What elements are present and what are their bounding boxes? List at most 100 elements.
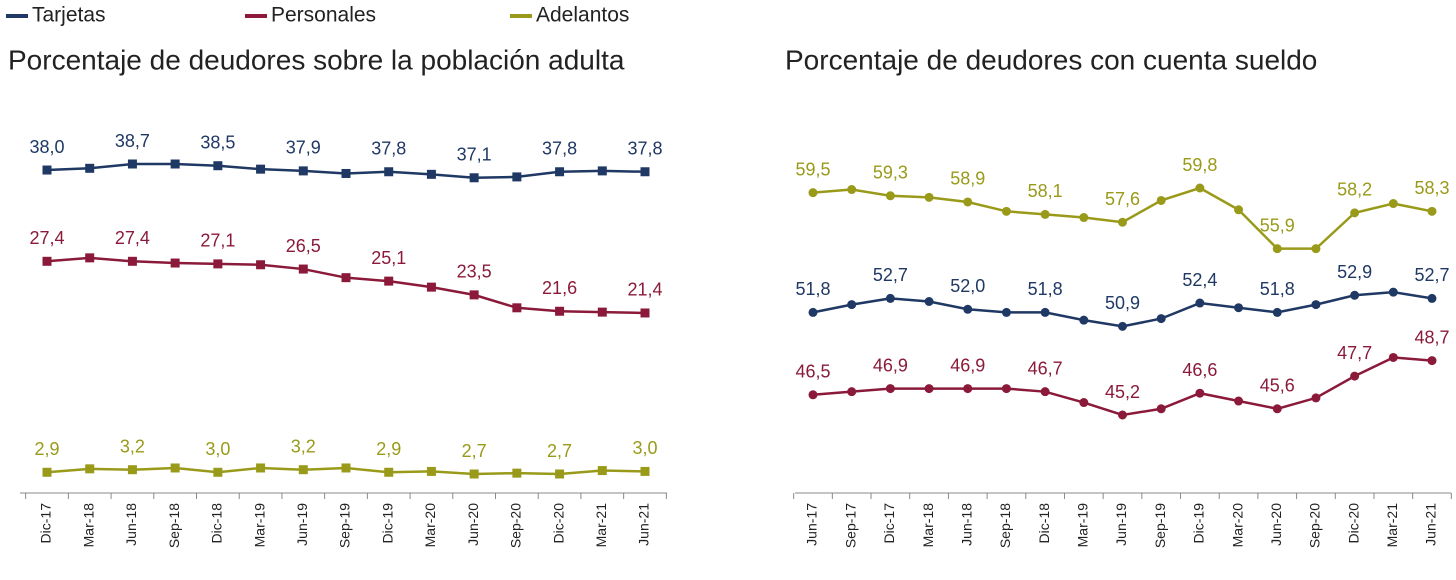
marker [1427, 206, 1437, 216]
marker [1118, 321, 1127, 331]
data-label: 46,7 [1028, 358, 1063, 378]
marker [1079, 315, 1089, 325]
marker [127, 465, 137, 475]
data-label: 46,9 [873, 355, 908, 375]
x-tick-label: Jun-17 [804, 503, 820, 546]
marker [808, 390, 818, 400]
data-label: 58,9 [950, 169, 985, 189]
marker [384, 276, 394, 286]
data-label: 37,9 [286, 138, 321, 158]
marker [1079, 213, 1089, 223]
x-tick-label: Dic-20 [1345, 503, 1361, 544]
x-tick-label: Sep-20 [508, 503, 524, 548]
data-label: 38,5 [200, 132, 235, 152]
x-tick-label: Mar-19 [1075, 503, 1091, 548]
x-tick-label: Dic-17 [881, 503, 897, 544]
data-label: 51,8 [1260, 279, 1295, 299]
marker [426, 282, 436, 292]
marker [170, 159, 180, 169]
marker [555, 167, 565, 177]
data-label: 38,0 [29, 137, 64, 157]
marker [213, 161, 223, 171]
marker [597, 166, 607, 176]
x-tick-label: Mar-18 [80, 503, 96, 548]
marker [1272, 307, 1282, 317]
x-tick-label: Dic-19 [1191, 503, 1207, 544]
data-label: 37,8 [627, 139, 662, 159]
data-label: 37,1 [457, 145, 492, 165]
marker [1272, 244, 1282, 254]
marker [1195, 388, 1205, 398]
data-label: 21,6 [542, 278, 577, 298]
marker [847, 300, 857, 310]
marker [885, 384, 895, 394]
legend-label: Tarjetas [32, 4, 106, 27]
x-tick-label: Jun-18 [958, 503, 974, 546]
marker [1427, 356, 1437, 366]
marker [1156, 314, 1166, 324]
marker [1118, 217, 1127, 227]
data-label: 2,9 [34, 439, 59, 459]
data-label: 27,4 [115, 228, 150, 248]
marker [963, 384, 973, 394]
marker [170, 463, 180, 473]
data-label: 27,1 [200, 231, 235, 251]
marker [1388, 352, 1398, 362]
marker [85, 163, 95, 173]
data-label: 26,5 [286, 236, 321, 256]
x-tick-label: Jun-19 [294, 503, 310, 546]
data-label: 52,7 [873, 265, 908, 285]
marker [256, 260, 266, 270]
data-label: 37,8 [542, 139, 577, 159]
marker [597, 307, 607, 317]
x-tick-label: Mar-20 [1229, 503, 1245, 548]
x-tick-label: Mar-21 [1384, 503, 1400, 548]
marker [1156, 195, 1166, 205]
marker [1350, 290, 1360, 300]
marker [1001, 206, 1011, 216]
x-tick-label: Sep-19 [1152, 503, 1168, 548]
marker [512, 303, 522, 313]
marker [1040, 209, 1050, 219]
marker [1388, 287, 1398, 297]
marker [1311, 244, 1321, 254]
marker [298, 465, 308, 475]
marker [640, 167, 650, 177]
data-label: 50,9 [1105, 293, 1140, 313]
marker [85, 253, 95, 263]
data-label: 2,7 [547, 441, 572, 461]
data-label: 59,8 [1182, 155, 1217, 175]
marker [1079, 398, 1089, 408]
marker [42, 467, 52, 477]
data-label: 48,7 [1414, 327, 1449, 347]
legend-label: Personales [271, 4, 376, 27]
x-tick-label: Mar-18 [920, 503, 936, 548]
marker [1311, 300, 1321, 310]
data-label: 2,9 [376, 439, 401, 459]
data-label: 59,3 [873, 163, 908, 183]
marker [298, 166, 308, 176]
x-tick-label: Dic-17 [38, 503, 54, 544]
marker [1350, 208, 1360, 218]
marker [213, 259, 223, 269]
marker [555, 469, 565, 479]
marker [384, 467, 394, 477]
data-label: 52,4 [1182, 270, 1217, 290]
x-tick-label: Mar-19 [251, 503, 267, 548]
data-label: 46,9 [950, 355, 985, 375]
data-label: 21,4 [627, 280, 662, 300]
data-label: 57,6 [1105, 189, 1140, 209]
marker [127, 256, 137, 266]
x-tick-label: Sep-17 [842, 503, 858, 548]
x-tick-label: Dic-19 [379, 503, 395, 544]
marker [1001, 384, 1011, 394]
x-tick-label: Sep-19 [337, 503, 353, 548]
marker [469, 469, 479, 479]
data-label: 3,0 [632, 438, 657, 458]
x-tick-label: Mar-21 [593, 503, 609, 548]
marker [256, 164, 266, 174]
data-label: 38,7 [115, 131, 150, 151]
x-tick-label: Sep-20 [1307, 503, 1323, 548]
x-tick-label: Mar-20 [422, 503, 438, 548]
